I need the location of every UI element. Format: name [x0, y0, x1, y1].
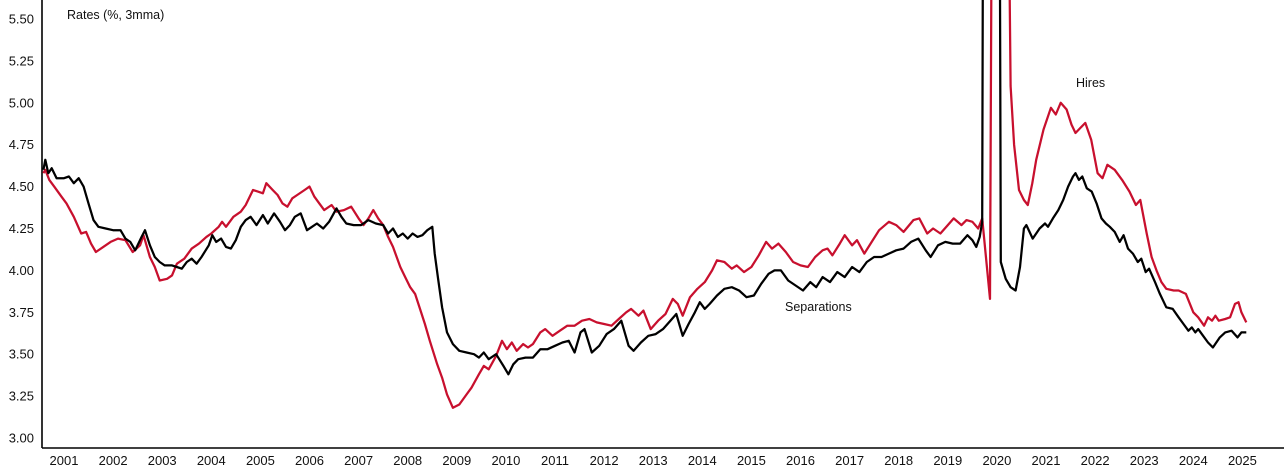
x-tick-label: 2007 — [344, 453, 373, 468]
series-label-hires: Hires — [1076, 76, 1106, 90]
x-tick-label: 2006 — [295, 453, 324, 468]
x-tick-label: 2005 — [246, 453, 275, 468]
x-tick-label: 2019 — [933, 453, 962, 468]
x-tick-label: 2004 — [197, 453, 226, 468]
y-tick-label: 4.00 — [9, 263, 34, 278]
x-tick-label: 2025 — [1228, 453, 1257, 468]
y-tick-label: 4.25 — [9, 221, 34, 236]
y-axis-title: Rates (%, 3mma) — [67, 8, 165, 22]
y-tick-label: 3.25 — [9, 389, 34, 404]
x-tick-label: 2013 — [639, 453, 668, 468]
x-tick-label: 2021 — [1032, 453, 1061, 468]
y-tick-label: 4.50 — [9, 179, 34, 194]
x-tick-label: 2017 — [835, 453, 864, 468]
x-tick-label: 2022 — [1081, 453, 1110, 468]
x-tick-label: 2012 — [590, 453, 619, 468]
x-tick-label: 2014 — [688, 453, 717, 468]
x-tick-label: 2003 — [148, 453, 177, 468]
x-tick-label: 2015 — [737, 453, 766, 468]
y-tick-label: 3.75 — [9, 305, 34, 320]
x-tick-label: 2008 — [393, 453, 422, 468]
x-tick-label: 2024 — [1179, 453, 1208, 468]
x-tick-label: 2009 — [442, 453, 471, 468]
x-tick-label: 2001 — [50, 453, 79, 468]
x-tick-label: 2018 — [884, 453, 913, 468]
x-tick-label: 2002 — [99, 453, 128, 468]
y-tick-label: 4.75 — [9, 137, 34, 152]
series-label-separations: Separations — [785, 300, 852, 314]
y-tick-label: 5.00 — [9, 95, 34, 110]
separations-line — [42, 0, 1247, 376]
y-tick-label: 3.00 — [9, 431, 34, 446]
y-tick-label: 3.50 — [9, 347, 34, 362]
x-tick-label: 2011 — [541, 453, 569, 468]
hires-line — [42, 0, 1248, 409]
x-tick-label: 2023 — [1130, 453, 1159, 468]
x-tick-label: 2010 — [491, 453, 520, 468]
y-tick-label: 5.50 — [9, 12, 34, 27]
x-tick-label: 2016 — [786, 453, 815, 468]
x-tick-label: 2020 — [982, 453, 1011, 468]
y-tick-label: 5.25 — [9, 53, 34, 68]
